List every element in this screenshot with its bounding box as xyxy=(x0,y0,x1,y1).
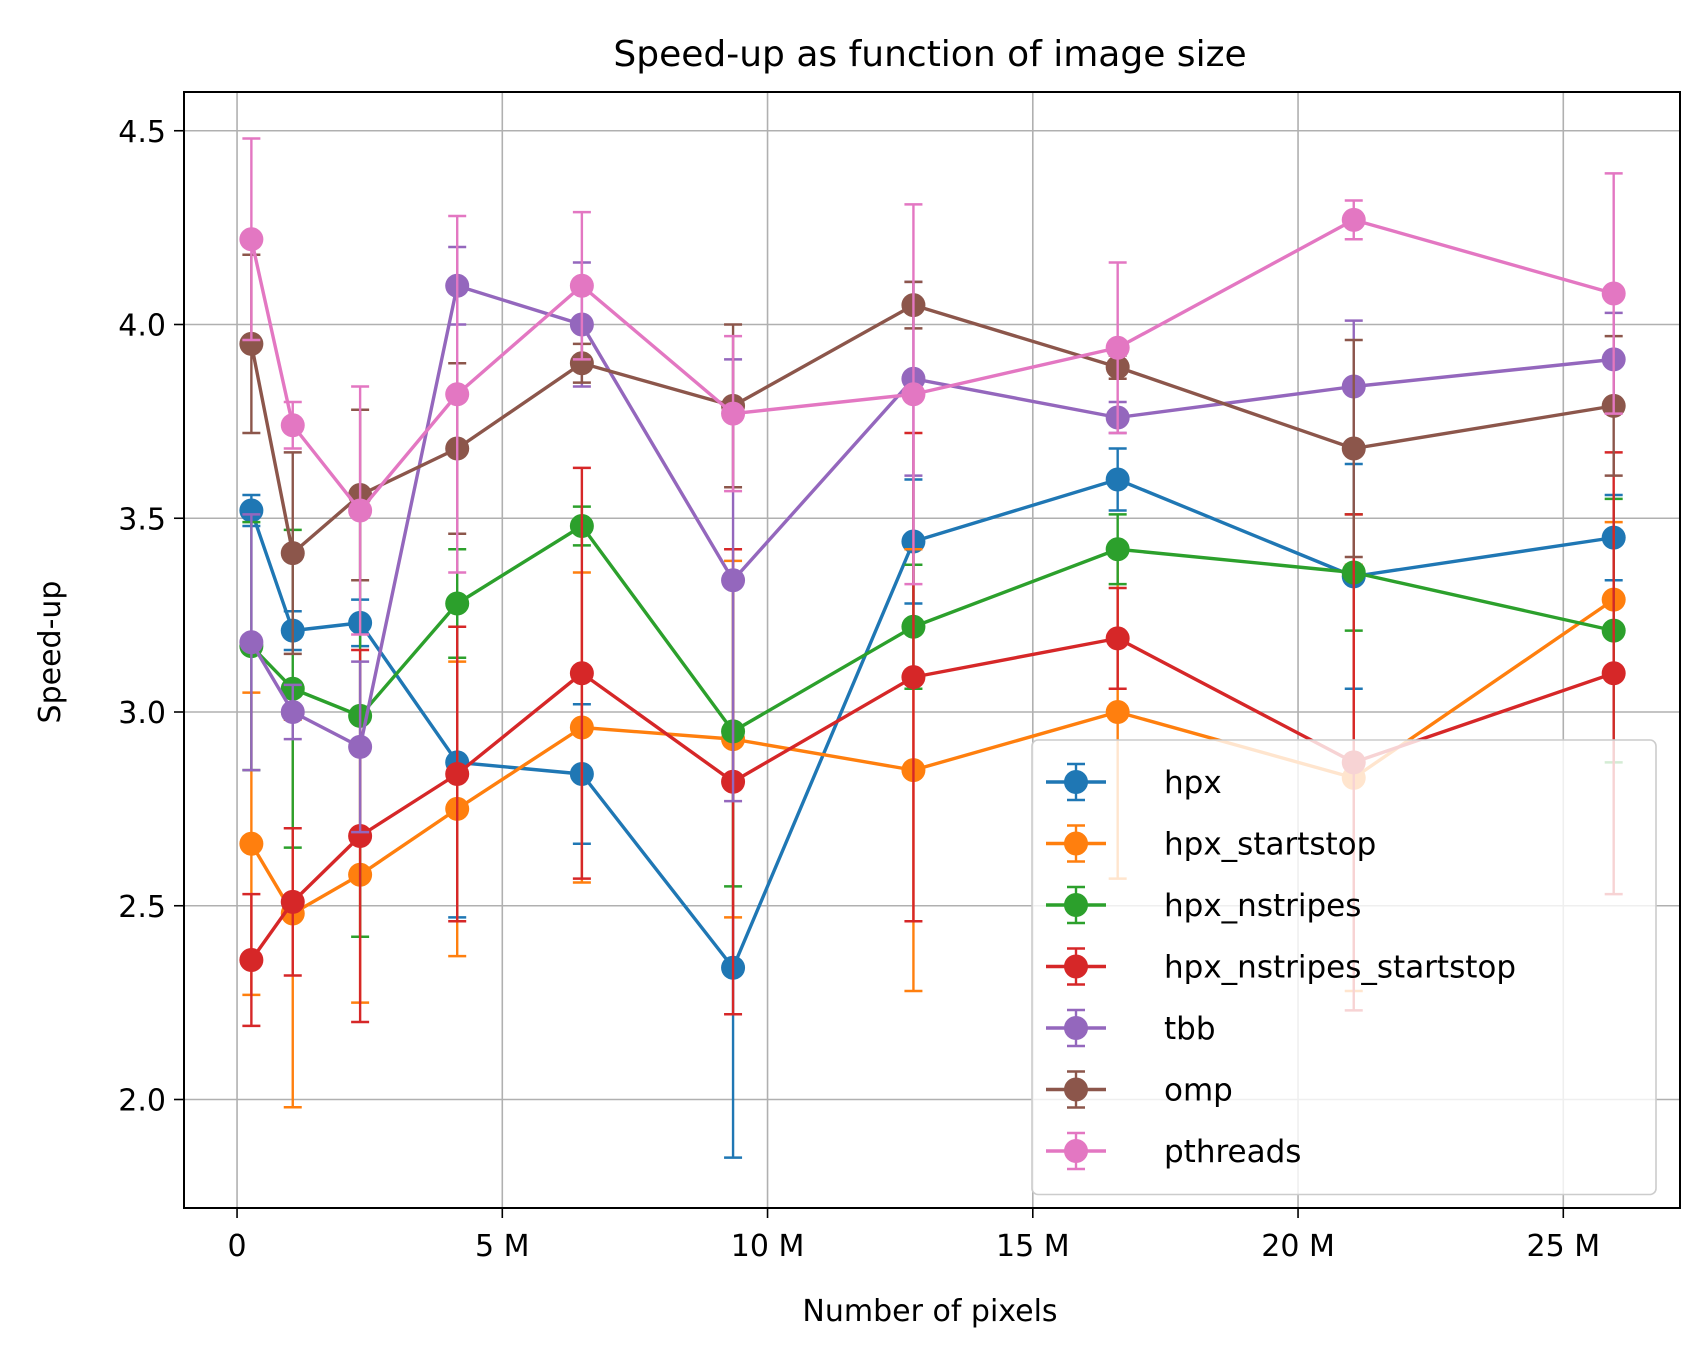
legend-marker xyxy=(1064,831,1088,856)
data-point xyxy=(1105,335,1130,360)
data-point xyxy=(445,762,470,786)
x-tick-label: 25 M xyxy=(1526,1229,1600,1264)
data-point xyxy=(239,948,264,972)
x-axis-label: Number of pixels xyxy=(802,1294,1057,1329)
y-tick-label: 4.0 xyxy=(118,309,166,344)
legend-item: hpx_nstripes xyxy=(1046,885,1361,925)
series-line xyxy=(249,218,1615,513)
series-pthreads xyxy=(239,137,1626,636)
legend-label: omp xyxy=(1164,1073,1233,1109)
data-point xyxy=(1341,207,1366,232)
series-line xyxy=(250,524,1615,734)
series-line xyxy=(249,636,1615,961)
legend-item: hpx xyxy=(1046,762,1222,802)
data-point xyxy=(280,413,305,438)
legend-label: pthreads xyxy=(1164,1134,1301,1170)
data-point xyxy=(239,498,264,523)
legend-label: hpx_nstripes_startstop xyxy=(1164,950,1516,986)
plot-area xyxy=(239,137,1626,1159)
legend-item: tbb xyxy=(1046,1008,1216,1048)
x-tick-label: 0 xyxy=(228,1229,247,1264)
data-point xyxy=(901,382,926,407)
series-line xyxy=(249,477,1614,970)
legend-marker xyxy=(1064,954,1088,979)
data-point xyxy=(569,273,594,298)
legend: hpx hpx_startstop hpx_nstripes hpx_nstripes… xyxy=(1031,739,1657,1196)
data-point xyxy=(1105,626,1130,651)
series-line xyxy=(249,303,1614,555)
x-tick-label: 10 M xyxy=(731,1229,805,1264)
y-tick-label: 2.0 xyxy=(118,1084,166,1119)
legend-label: hpx xyxy=(1164,765,1222,801)
data-point xyxy=(1105,467,1130,492)
data-point xyxy=(721,401,746,426)
legend-item: omp xyxy=(1046,1070,1233,1109)
x-tick-label: 15 M xyxy=(996,1229,1070,1264)
data-point xyxy=(445,382,470,407)
chart-title: Speed-up as function of image size xyxy=(613,34,1246,75)
y-tick-label: 3.5 xyxy=(118,502,166,537)
axes-frame xyxy=(183,91,1681,1209)
legend-label: hpx_nstripes xyxy=(1164,888,1361,924)
legend-box xyxy=(1031,739,1657,1196)
y-axis-label: Speed-up xyxy=(33,581,68,724)
series-line xyxy=(249,284,1614,749)
data-point xyxy=(1105,700,1130,724)
legend-marker xyxy=(1064,770,1088,794)
data-point xyxy=(280,889,305,914)
legend-marker xyxy=(1064,1016,1088,1040)
y-tick-label: 4.5 xyxy=(118,115,166,150)
legend-marker xyxy=(1064,893,1088,917)
legend-label: tbb xyxy=(1164,1011,1216,1047)
data-point xyxy=(239,331,264,356)
data-point xyxy=(901,665,926,690)
axis-ticks: 0 5 M 10 M 15 M 20 M 25 M 2.0 2.5 3.0 3.5 4.0 4.5 xyxy=(118,115,1600,1264)
legend-item: pthreads xyxy=(1046,1131,1301,1171)
legend-item: hpx_nstripes_startstop xyxy=(1046,947,1516,986)
data-point xyxy=(569,351,594,376)
data-point xyxy=(1105,537,1130,562)
data-point xyxy=(348,824,373,848)
legend-item: hpx_startstop xyxy=(1046,824,1376,863)
data-point xyxy=(239,630,264,655)
data-point xyxy=(569,661,594,686)
data-point xyxy=(280,700,305,724)
y-tick-label: 2.5 xyxy=(118,890,166,925)
data-point xyxy=(239,227,264,252)
data-point xyxy=(1601,661,1626,686)
x-tick-label: 20 M xyxy=(1261,1229,1335,1264)
x-tick-label: 5 M xyxy=(475,1229,530,1264)
data-point xyxy=(1601,281,1626,306)
legend-label: hpx_startstop xyxy=(1164,827,1376,863)
data-point xyxy=(280,541,305,566)
data-point xyxy=(445,591,470,616)
data-point xyxy=(348,734,373,759)
grid xyxy=(184,92,1680,1208)
legend-marker xyxy=(1064,1139,1088,1163)
legend-marker xyxy=(1064,1077,1088,1102)
y-tick-label: 3.0 xyxy=(118,696,166,731)
data-point xyxy=(239,831,264,856)
data-point xyxy=(721,568,746,593)
data-point xyxy=(348,498,373,523)
data-point xyxy=(1341,436,1366,461)
